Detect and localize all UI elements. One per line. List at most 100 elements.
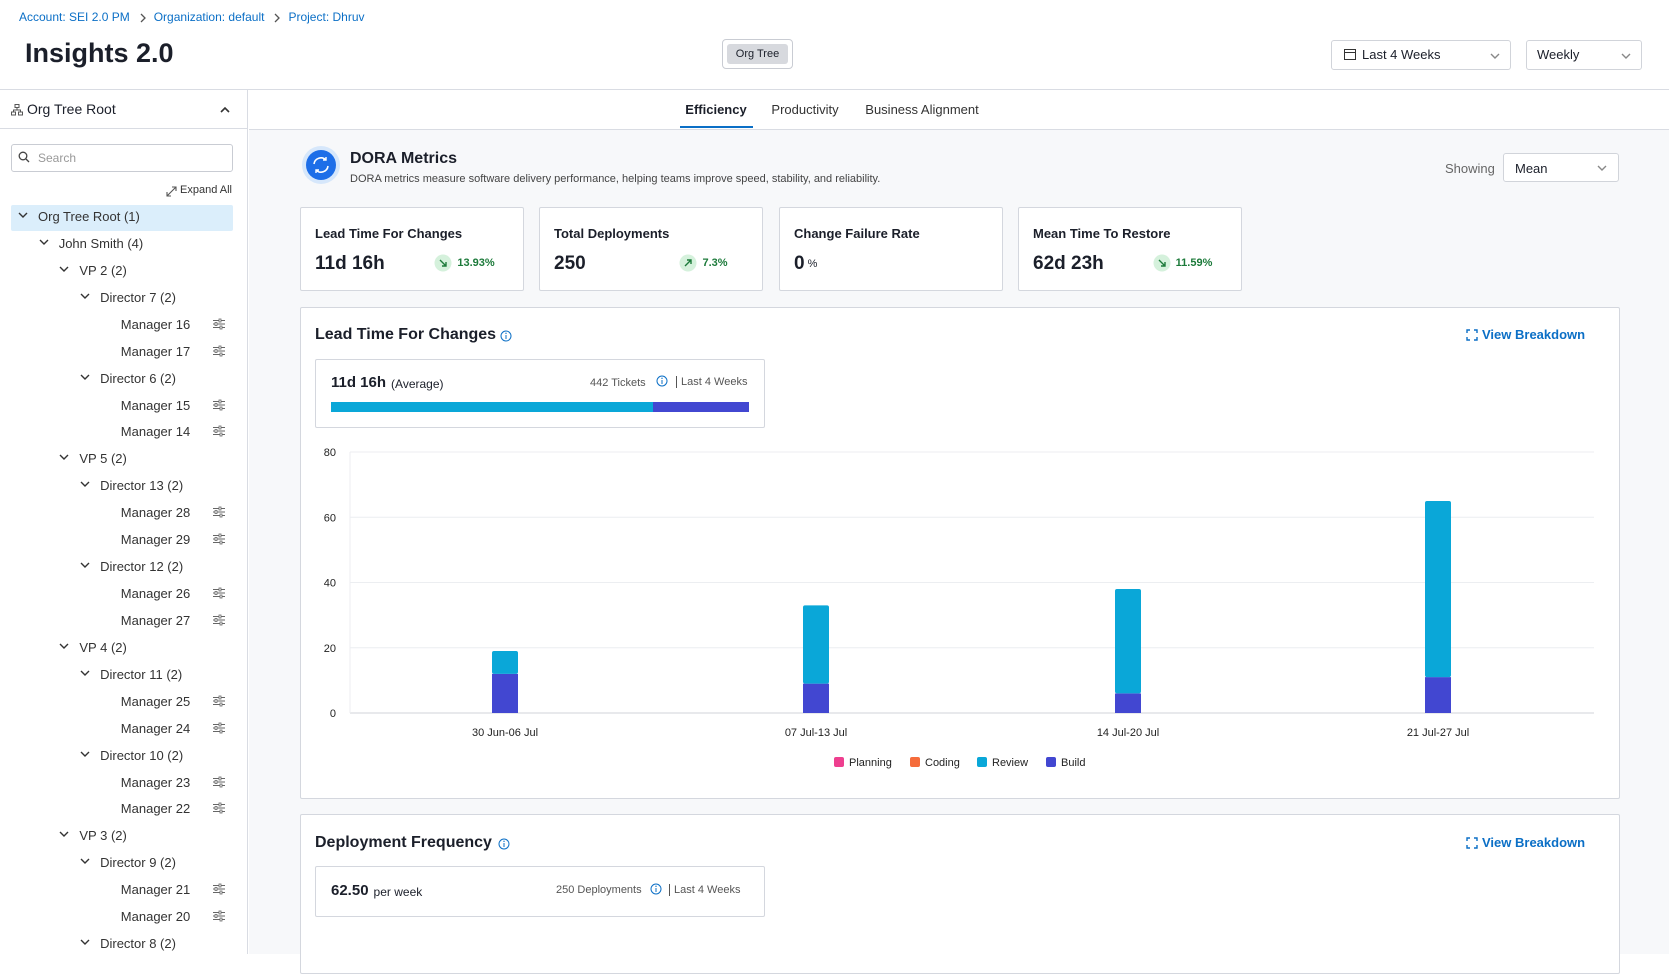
filter-icon (213, 776, 225, 787)
tree-node[interactable]: Manager 15 (120, 397, 191, 413)
tree-node[interactable]: Director 13 (2) (100, 478, 184, 494)
view-breakdown[interactable]: View Breakdown (1482, 835, 1586, 850)
tree-node[interactable]: Manager 22 (120, 801, 191, 817)
tree-chevron (39, 239, 49, 245)
interval-value[interactable]: Weekly (1537, 47, 1580, 62)
tree-node[interactable]: Manager 21 (120, 882, 191, 898)
org-icon (11, 104, 23, 116)
tree-node[interactable]: Manager 25 (120, 693, 191, 709)
tab[interactable]: Productivity (771, 102, 839, 117)
org-tree-button-label[interactable]: Org Tree (727, 44, 788, 64)
tree-node[interactable]: Org Tree Root (1) (38, 209, 140, 224)
summary-tickets: 442 Tickets (590, 377, 646, 389)
breakdown-icon (1466, 329, 1478, 341)
dora-title: DORA Metrics (350, 150, 457, 167)
sidebar: Org Tree Root Search Expand All Org Tree Ro… (0, 90, 248, 954)
tree-node[interactable]: Manager 23 (120, 774, 191, 790)
search-box[interactable] (11, 144, 233, 172)
breadcrumb[interactable]: Account: SEI 2.0 PM (19, 10, 130, 24)
breadcrumb-separator (140, 13, 146, 23)
tree-node[interactable]: Manager 14 (120, 424, 191, 440)
header-divider (0, 89, 1669, 90)
expand-all[interactable]: Expand All (180, 184, 232, 196)
tabs-divider (249, 129, 1669, 130)
calendar-icon (1344, 49, 1356, 60)
chart-panel (300, 814, 1620, 974)
filter-icon (213, 426, 225, 437)
tree-chevron (80, 670, 90, 676)
tree-chevron (80, 562, 90, 569)
metric-label: Change Failure Rate (794, 226, 920, 241)
chart-panel (300, 307, 1620, 799)
metric-card (1018, 207, 1242, 291)
metric-value: 62d 23h (1033, 253, 1104, 274)
filter-icon (213, 318, 225, 330)
breakdown-icon (1466, 837, 1478, 849)
tree-node[interactable]: Manager 27 (120, 612, 191, 628)
metric-value: 0 (794, 253, 805, 274)
tree-node[interactable]: VP 2 (2) (79, 262, 127, 278)
summary-unit: per week (373, 885, 423, 899)
dropdown-chevron (1490, 53, 1500, 59)
metric-delta: 7.3% (702, 257, 728, 269)
split-bar (331, 402, 653, 412)
tree-node[interactable]: Director 8 (2) (100, 936, 176, 952)
tree-node[interactable]: Manager 20 (120, 909, 191, 925)
tree-chevron (59, 266, 69, 272)
interval-dropdown[interactable] (1526, 40, 1642, 70)
expand-icon (166, 186, 177, 197)
summary-deployments: 250 Deployments (556, 884, 642, 896)
summary-note: (Average) (391, 377, 444, 391)
metric-label: Total Deployments (554, 226, 670, 241)
tree-chevron (80, 374, 90, 380)
filter-icon (213, 533, 225, 545)
tree-node[interactable]: John Smith (4) (58, 235, 144, 251)
tree-node[interactable]: Director 6 (2) (100, 370, 176, 386)
summary-average: 11d 16h (331, 374, 387, 391)
tree-chevron (80, 858, 90, 865)
tree-node[interactable]: Director 7 (2) (100, 289, 176, 305)
dropdown-chevron (1597, 165, 1607, 171)
page: Account: SEI 2.0 PM Organization: default… (0, 10, 1669, 974)
tree-node[interactable]: Manager 24 (120, 720, 191, 736)
collapse-chevron (220, 106, 230, 113)
filter-icon (213, 803, 225, 814)
tree-chevron (59, 454, 69, 461)
tree-node[interactable]: VP 5 (2) (79, 451, 127, 467)
tree-node[interactable]: Director 12 (2) (100, 559, 184, 575)
filter-icon (213, 883, 225, 895)
tree-node[interactable]: Manager 29 (120, 532, 191, 548)
panel-title: Lead Time For Changes (315, 326, 497, 343)
view-breakdown[interactable]: View Breakdown (1482, 327, 1586, 342)
tree-chevron (59, 643, 69, 649)
breadcrumb[interactable]: Project: Dhruv (288, 10, 365, 24)
date-range-value[interactable]: Last 4 Weeks (1362, 47, 1441, 62)
search-placeholder: Search (38, 151, 77, 165)
tab[interactable]: Business Alignment (865, 102, 979, 117)
breadcrumb[interactable]: Organization: default (153, 10, 265, 24)
tree-node[interactable]: VP 4 (2) (79, 639, 127, 655)
tree-node[interactable]: Director 11 (2) (100, 666, 183, 682)
filter-icon (213, 614, 225, 626)
metric-label: Lead Time For Changes (315, 226, 463, 241)
tree-node[interactable]: Manager 28 (120, 505, 191, 521)
metric-delta: 11.59% (1175, 257, 1213, 269)
summary-period: Last 4 Weeks (676, 376, 747, 388)
tab[interactable]: Efficiency (685, 102, 747, 117)
filter-icon (213, 695, 225, 707)
tree-node[interactable]: VP 3 (2) (79, 828, 127, 844)
tree-node[interactable]: Manager 26 (120, 586, 191, 602)
showing-value[interactable]: Mean (1515, 161, 1548, 176)
tree-node[interactable]: Director 10 (2) (100, 747, 184, 763)
tree-node[interactable]: Manager 17 (120, 343, 191, 359)
tree-node[interactable]: Director 9 (2) (100, 855, 176, 871)
trend-icon (1153, 254, 1171, 272)
tree-chevron (59, 831, 69, 838)
filter-icon (213, 910, 225, 922)
filter-icon (213, 345, 225, 357)
tree-node[interactable]: Manager 16 (120, 316, 191, 332)
trend-icon (679, 254, 697, 272)
metric-value: 250 (554, 253, 586, 274)
date-range-dropdown[interactable] (1331, 40, 1511, 70)
filter-icon (213, 587, 225, 599)
